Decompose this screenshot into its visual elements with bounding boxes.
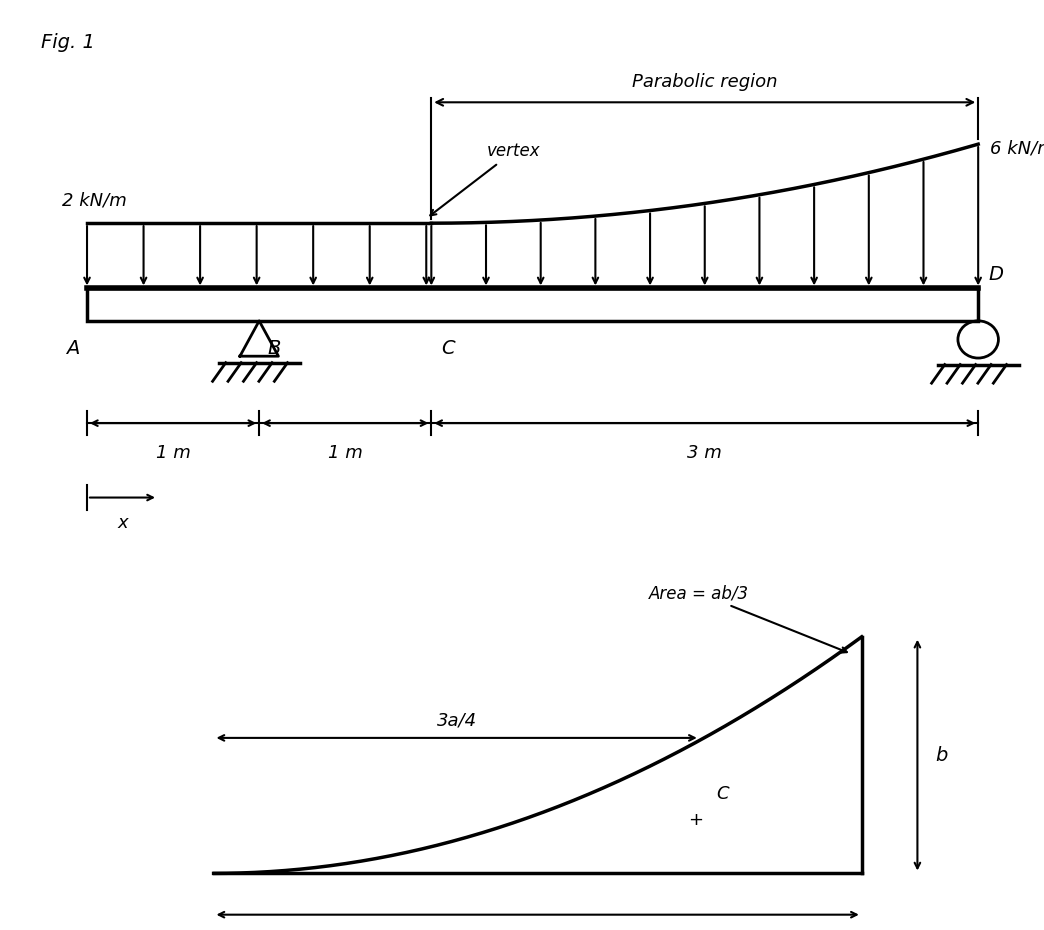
Text: 3a/4: 3a/4 <box>436 711 477 729</box>
Text: 1 m: 1 m <box>328 444 362 461</box>
Text: Fig. 1: Fig. 1 <box>42 33 95 51</box>
Text: 3 m: 3 m <box>687 444 722 461</box>
Text: 1 m: 1 m <box>156 444 190 461</box>
Text: C: C <box>442 339 455 358</box>
Text: Area = ab/3: Area = ab/3 <box>649 584 847 653</box>
Text: 2 kN/m: 2 kN/m <box>62 192 126 209</box>
Text: C: C <box>716 785 729 803</box>
Text: +: + <box>689 811 704 829</box>
Bar <box>87 288 978 321</box>
Text: vertex: vertex <box>430 142 541 216</box>
Text: Parabolic region: Parabolic region <box>632 73 778 91</box>
Text: 6 kN/m: 6 kN/m <box>991 140 1044 158</box>
Text: b: b <box>935 746 948 764</box>
Text: D: D <box>989 265 1003 284</box>
Text: x: x <box>117 514 127 532</box>
Text: B: B <box>267 339 281 358</box>
Text: A: A <box>66 339 79 358</box>
